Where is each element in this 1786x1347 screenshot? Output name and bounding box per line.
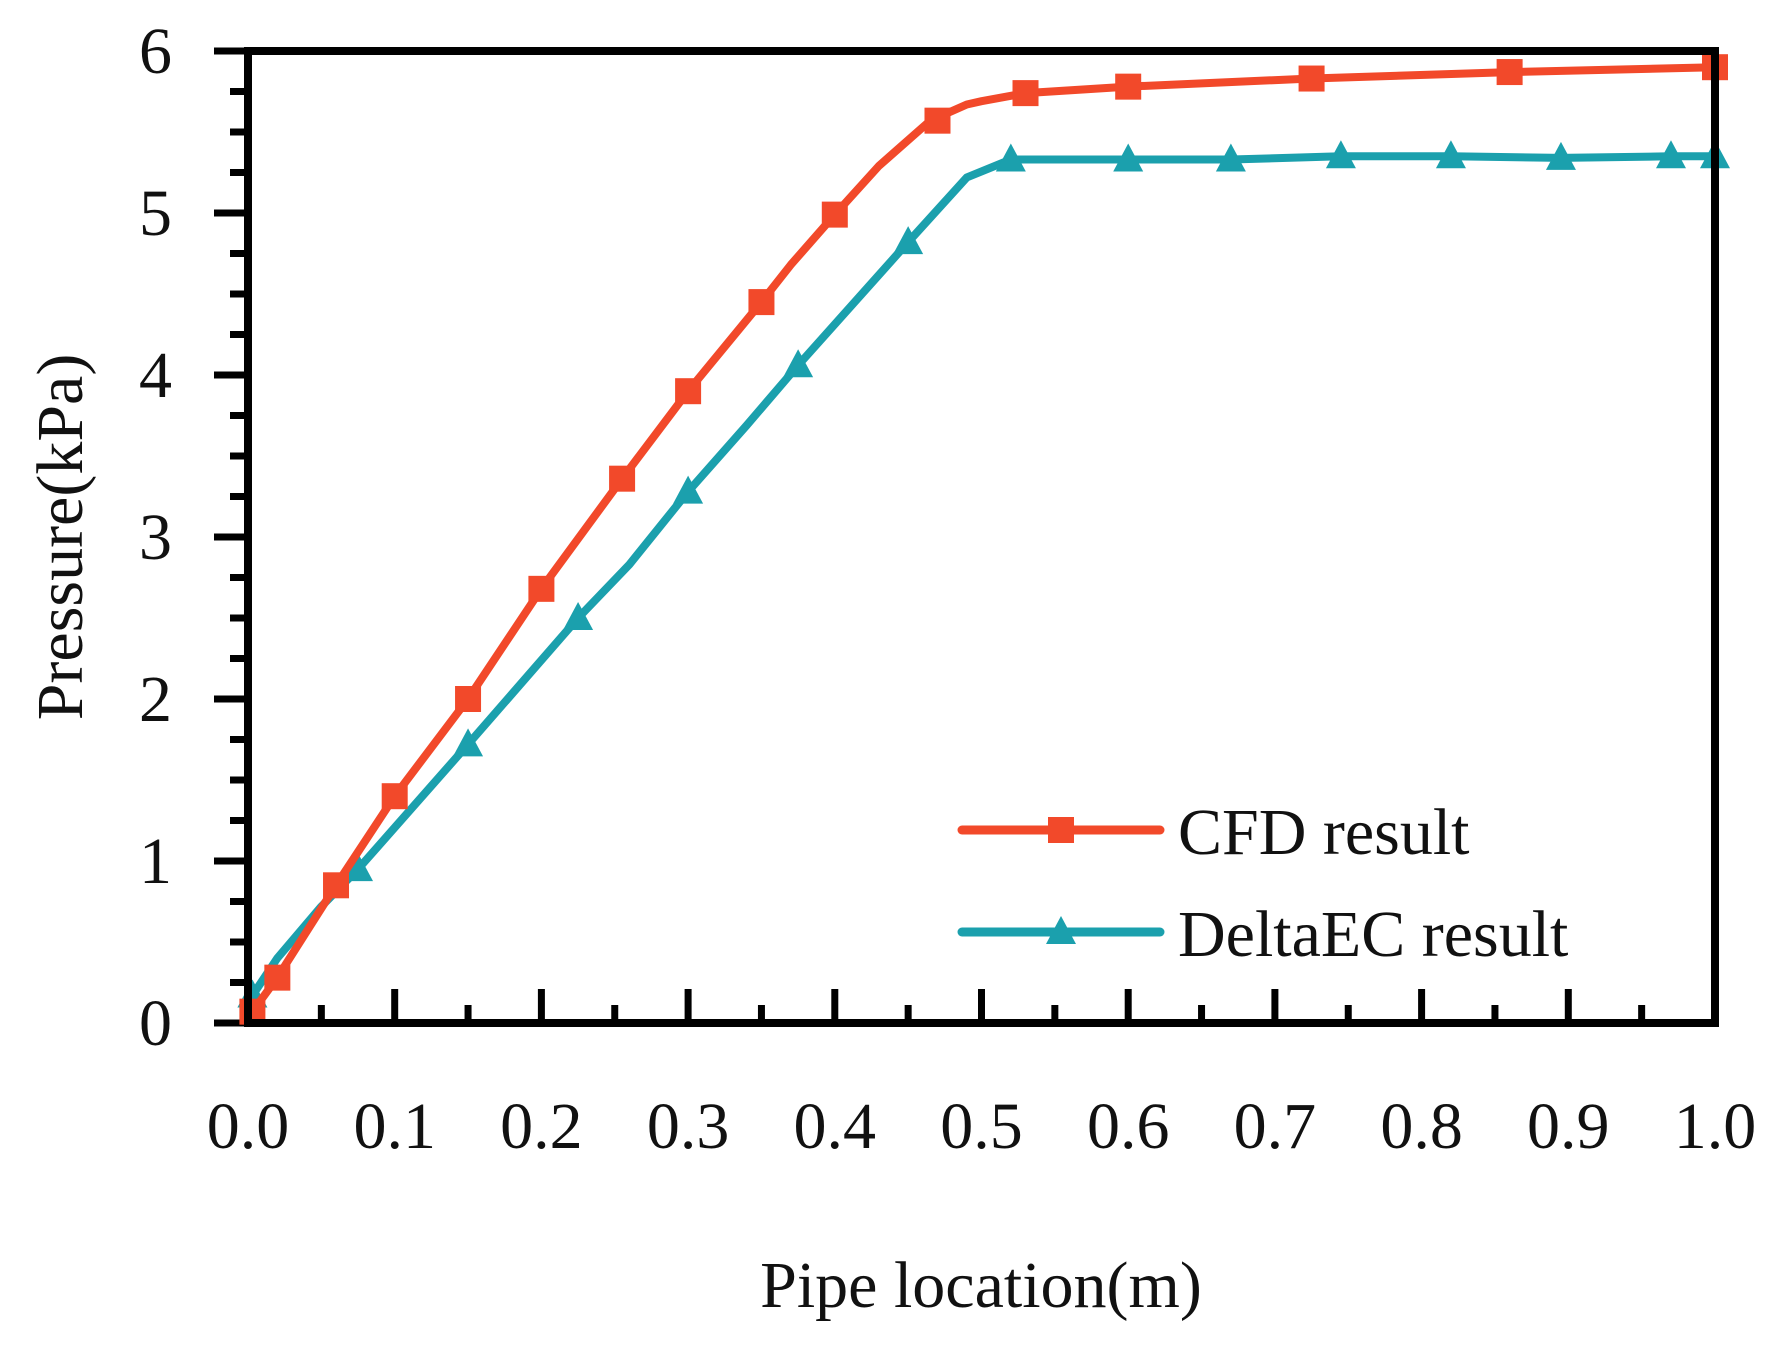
labels-layer: 0.0 0.1 0.2 0.3 0.4 0.5 0.6 0.7 0.8 0.9 1.0 0 1 2 3 4 5 6 bbox=[139, 15, 1756, 1163]
series-1-point-7 bbox=[995, 143, 1026, 172]
legend-item-1: DeltaEC result bbox=[957, 898, 1568, 971]
series-0-point-11 bbox=[1012, 80, 1039, 107]
x-tick-label-0: 0.0 bbox=[207, 1090, 290, 1163]
series-1-point-12 bbox=[1545, 141, 1576, 170]
x-tick-label-9: 0.9 bbox=[1527, 1090, 1610, 1163]
series-0-point-13 bbox=[1298, 65, 1325, 92]
series-0-point-6 bbox=[609, 465, 636, 492]
plot-frame bbox=[244, 47, 1719, 1027]
series-1-point-2 bbox=[453, 728, 484, 757]
series-0-point-12 bbox=[1115, 73, 1142, 100]
series-1-point-10 bbox=[1325, 140, 1356, 169]
series-0-point-3 bbox=[381, 783, 408, 810]
series-1-point-1 bbox=[343, 853, 374, 882]
series-1-point-8 bbox=[1113, 143, 1144, 172]
series-1-point-4 bbox=[673, 475, 704, 504]
series-1-point-13 bbox=[1655, 140, 1686, 169]
x-tick-label-6: 0.6 bbox=[1087, 1090, 1170, 1163]
series-line-0 bbox=[248, 63, 1719, 1016]
series-1-point-5 bbox=[783, 349, 814, 378]
x-tick-label-7: 0.7 bbox=[1234, 1090, 1317, 1163]
y-tick-label-4: 4 bbox=[139, 339, 172, 412]
series-0-point-10 bbox=[924, 107, 951, 134]
x-tick-label-1: 0.1 bbox=[353, 1090, 436, 1163]
series-0-point-4 bbox=[455, 686, 482, 712]
y-axis-title: Pressure(kPa) bbox=[24, 354, 97, 721]
x-tick-label-8: 0.8 bbox=[1380, 1090, 1463, 1163]
legend-marker-0 bbox=[1048, 817, 1074, 843]
legend-item-0: CFD result bbox=[957, 796, 1470, 869]
y-tick-label-3: 3 bbox=[139, 501, 172, 574]
y-tick-label-2: 2 bbox=[139, 663, 172, 736]
series-1-point-11 bbox=[1435, 140, 1466, 169]
y-tick-label-5: 5 bbox=[139, 177, 172, 250]
series-line-1 bbox=[248, 152, 1719, 1000]
series-0 bbox=[239, 54, 1728, 1025]
series-1-point-3 bbox=[563, 602, 594, 630]
legend-label-1: DeltaEC result bbox=[1178, 898, 1568, 971]
series-0-point-2 bbox=[323, 872, 350, 899]
y-tick-label-1: 1 bbox=[139, 825, 172, 898]
x-tick-label-5: 0.5 bbox=[940, 1090, 1023, 1163]
series-1-point-6 bbox=[893, 226, 924, 255]
series-0-point-14 bbox=[1496, 59, 1523, 86]
x-tick-label-10: 1.0 bbox=[1674, 1090, 1757, 1163]
series-0-point-9 bbox=[821, 201, 848, 228]
ticks-layer bbox=[214, 47, 1719, 1027]
x-tick-label-4: 0.4 bbox=[794, 1090, 877, 1163]
x-tick-label-3: 0.3 bbox=[647, 1090, 730, 1163]
series-1-point-9 bbox=[1215, 143, 1246, 172]
series-0-point-5 bbox=[528, 575, 555, 602]
y-tick-label-6: 6 bbox=[139, 15, 172, 88]
series-0-point-8 bbox=[748, 289, 775, 316]
series-0-point-1 bbox=[264, 964, 291, 991]
x-tick-label-2: 0.2 bbox=[500, 1090, 583, 1163]
x-axis-title: Pipe location(m) bbox=[760, 1249, 1202, 1322]
legend-label-0: CFD result bbox=[1178, 796, 1470, 869]
series-0-point-7 bbox=[675, 378, 702, 405]
legend: CFD result DeltaEC result bbox=[957, 796, 1568, 971]
y-tick-label-0: 0 bbox=[139, 987, 172, 1060]
legend-marker-1 bbox=[1046, 916, 1076, 944]
